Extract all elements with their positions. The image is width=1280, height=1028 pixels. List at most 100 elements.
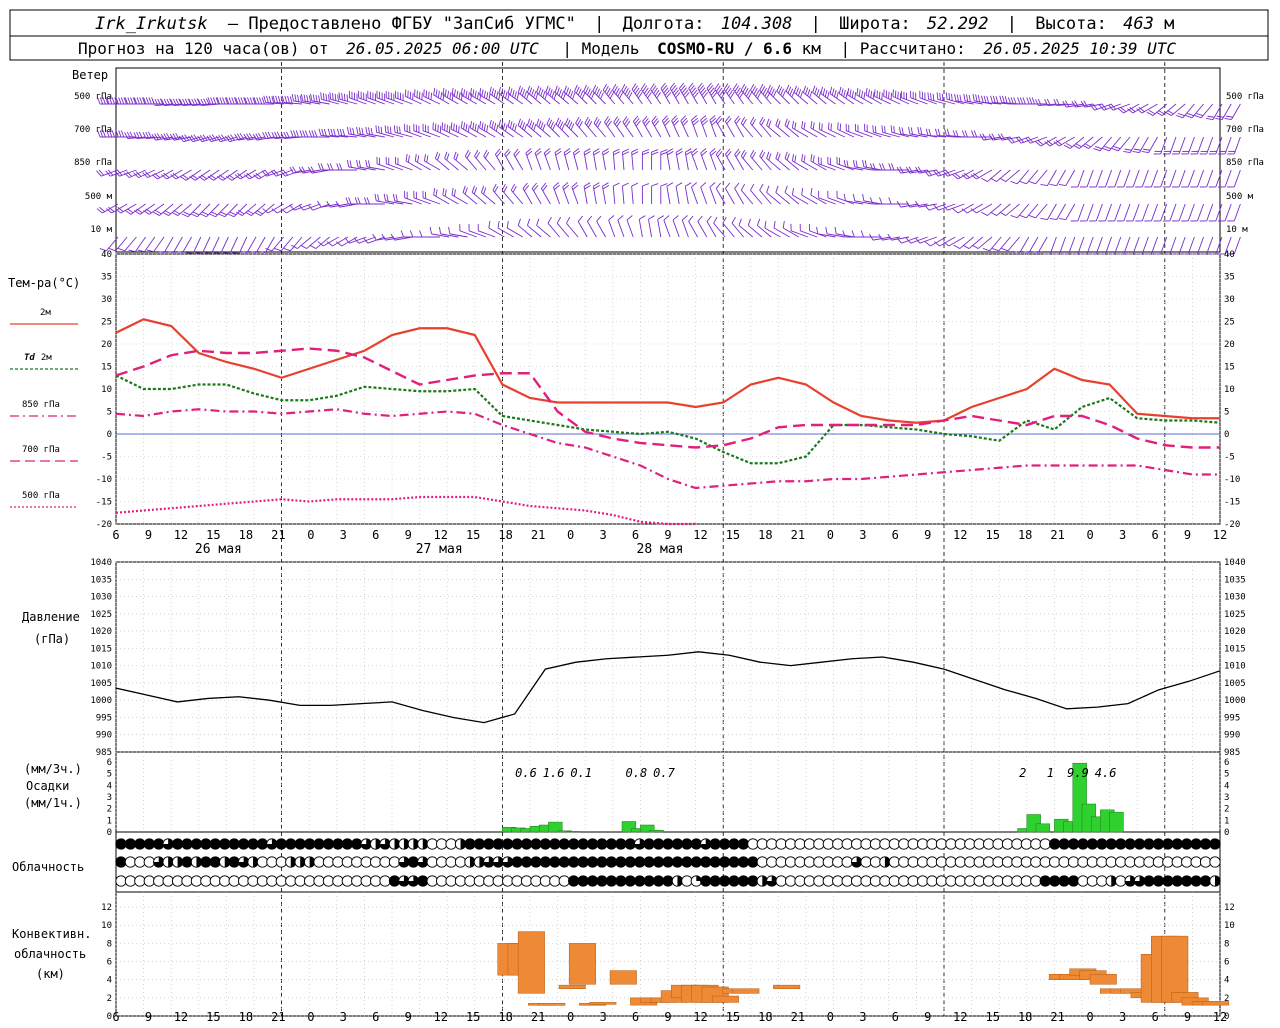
cloud-symbol (1087, 857, 1097, 867)
wind-barb-feather (484, 91, 485, 98)
lat-label: Широта: (839, 14, 911, 34)
precip-tick-right: 1 (1224, 816, 1229, 826)
wind-barb-feather (861, 91, 862, 98)
cloud-symbol (361, 876, 371, 886)
cloud-symbol (135, 876, 145, 886)
x-tick-label-bottom: 12 (433, 1010, 447, 1024)
wind-barb-feather (381, 127, 382, 134)
cloud-symbol (229, 876, 239, 886)
cloud-symbol (616, 857, 626, 867)
wind-barb-feather (128, 97, 130, 104)
wind-barb-feather (569, 122, 572, 128)
wind-barb-feather (889, 163, 891, 170)
wind-barb-feather (375, 194, 376, 201)
wind-barb-feather (587, 216, 591, 221)
wind-barb-feather (447, 91, 448, 98)
wind-barb-feather (1011, 181, 1018, 183)
wind-barb-feather (955, 94, 956, 101)
wind-barb (774, 228, 790, 237)
x-tick-label: 0 (307, 528, 314, 542)
wind-barb-feather (520, 121, 522, 128)
wind-barb-feather (863, 194, 864, 201)
wind-barb-feather (429, 92, 430, 99)
wind-barb-feather (424, 89, 425, 96)
precip-tick-right: 5 (1224, 770, 1229, 780)
cloud-symbol (804, 876, 814, 886)
wind-barb-feather (330, 92, 331, 99)
wind-barb-feather (909, 127, 910, 134)
wind-barb-feather (1215, 118, 1222, 119)
wind-barb-feather (364, 197, 366, 204)
wind-barb (1036, 204, 1048, 218)
wind-barb-feather (741, 184, 744, 190)
wind-barb-feather (445, 189, 446, 196)
wind-barb-feather (121, 130, 123, 137)
wind-barb-feather (935, 129, 937, 136)
conv-tick-right: 10 (1224, 921, 1235, 931)
cloud-symbol (861, 876, 871, 886)
cloud-symbol (804, 857, 814, 867)
wind-barb-feather (589, 91, 592, 97)
wind-barb-feather (613, 183, 619, 186)
temp-title: Тем-ра(°C) (8, 276, 80, 290)
cloud-symbol (616, 876, 626, 886)
wind-barb-feather (301, 94, 302, 101)
cloud-symbol (342, 839, 352, 849)
wind-barb-feather (477, 125, 478, 132)
wind-barb-feather (459, 92, 460, 99)
conv-tick-left: 6 (107, 958, 112, 968)
cloud-symbol (587, 857, 597, 867)
wind-barb-feather (557, 217, 560, 223)
wind-barb-feather (357, 160, 358, 167)
wind-barb-feather (874, 89, 875, 96)
wind-barb-feather (1035, 99, 1038, 105)
temp-tick-left: 0 (107, 430, 112, 440)
wind-barb-feather (494, 123, 496, 130)
forecast-label: Прогноз на 120 часа(ов) от (78, 39, 328, 58)
wind-barb-feather (1143, 149, 1150, 150)
wind-barb-feather (475, 124, 476, 131)
wind-barb-feather (960, 95, 961, 102)
wind-barb-feather (490, 87, 492, 94)
x-tick-label-bottom: 3 (340, 1010, 347, 1024)
x-tick-label-bottom: 3 (859, 1010, 866, 1024)
wind-barb-feather (566, 217, 569, 223)
cloud-symbol (1012, 857, 1022, 867)
wind-barb-feather (435, 152, 437, 159)
cloud-symbol (597, 876, 607, 886)
cloud-symbol (748, 876, 758, 886)
conv-tick-right: 6 (1224, 958, 1229, 968)
wind-barb-feather (574, 85, 577, 91)
wind-barb-feather (1027, 97, 1029, 104)
calc-label: | Рассчитано: (841, 39, 966, 58)
x-tick-label: 12 (433, 528, 447, 542)
wind-barb-feather (868, 89, 869, 96)
wind-barb (1207, 170, 1213, 187)
cloud-symbol (927, 839, 937, 849)
wind-barb-feather (131, 97, 133, 104)
cloud-symbol (210, 839, 220, 849)
wind-barb-feather (837, 92, 839, 99)
cloud-symbol (983, 857, 993, 867)
wind-barb (230, 237, 238, 253)
wind-barb-feather (623, 152, 629, 155)
wind-barb-feather (992, 248, 999, 250)
wind-barb-feather (438, 125, 439, 132)
cloud-symbol (182, 857, 192, 867)
wind-barb-feather (431, 93, 432, 100)
wind-barb-feather (457, 91, 458, 98)
wind-barb-feather (978, 95, 979, 102)
wind-barb-feather (748, 219, 750, 226)
wind-barb-feather (1040, 218, 1047, 219)
wind-barb-feather (202, 212, 208, 215)
wind-barb (395, 237, 413, 240)
wind-barb (478, 231, 495, 237)
wind-barb-feather (397, 126, 398, 133)
cloud-symbol (1106, 857, 1116, 867)
wind-barb-feather (140, 97, 142, 104)
cloud-symbol (116, 839, 126, 849)
x-tick-label-bottom: 15 (726, 1010, 740, 1024)
wind-barb-feather (517, 93, 519, 100)
wind-barb-feather (632, 152, 638, 155)
